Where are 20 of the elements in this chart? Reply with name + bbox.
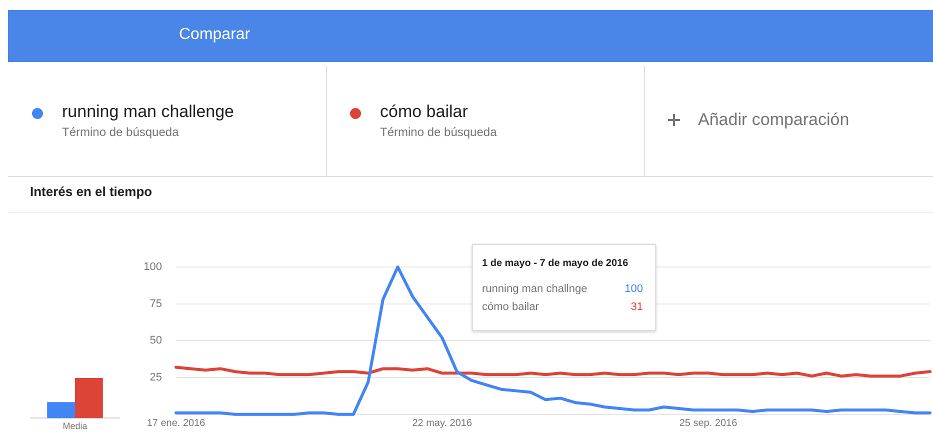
text: Término de búsqueda	[62, 125, 179, 139]
x-tick-label: 25 sep. 2016	[679, 418, 738, 430]
y-tick-label: 100	[144, 261, 162, 274]
annotation: 100	[624, 283, 643, 295]
text: Término de búsqueda	[380, 125, 497, 139]
annotation: running man challnge	[482, 283, 588, 295]
x-tick-label: Media	[62, 421, 88, 432]
y-tick-label: 50	[150, 334, 162, 347]
legend-label: running man challenge	[62, 102, 234, 122]
legend-label: cómo bailar	[380, 102, 468, 122]
text: Añadir comparación	[698, 110, 850, 129]
text: Comparar	[179, 26, 250, 44]
y-tick-label: 25	[150, 372, 162, 384]
annotation: 1 de mayo - 7 de mayo de 2016	[482, 258, 628, 269]
x-tick-label: 22 may. 2016	[412, 418, 472, 430]
chart-title: Interés en el tiempo	[30, 184, 152, 199]
annotation: cómo bailar	[482, 301, 539, 313]
annotation: 31	[630, 301, 643, 313]
x-tick-label: 17 ene. 2016	[146, 418, 206, 430]
y-tick-label: 75	[150, 298, 162, 310]
